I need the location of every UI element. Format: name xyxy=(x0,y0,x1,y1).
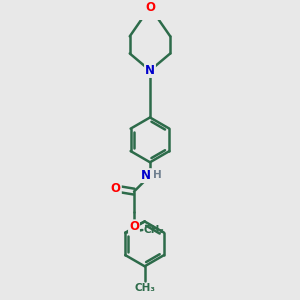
Text: O: O xyxy=(145,1,155,14)
Text: CH₃: CH₃ xyxy=(143,225,164,235)
Text: N: N xyxy=(141,169,151,182)
Text: N: N xyxy=(145,64,155,77)
Text: O: O xyxy=(111,182,121,195)
Text: O: O xyxy=(129,220,139,233)
Text: H: H xyxy=(153,170,162,180)
Text: CH₃: CH₃ xyxy=(134,283,155,293)
